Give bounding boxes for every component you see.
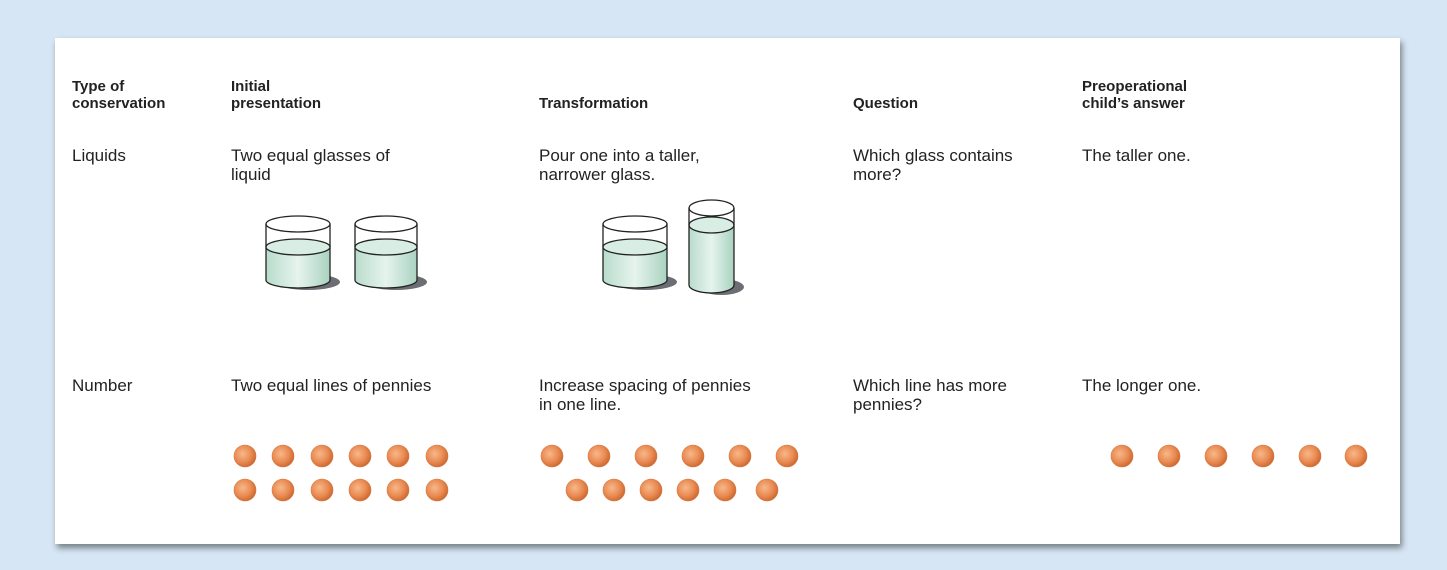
cell-text: more? — [853, 165, 902, 184]
cell-text: Type of — [72, 78, 125, 95]
glass-rim — [265, 215, 331, 233]
cell-text: Two equal lines of pennies — [231, 376, 432, 395]
table-cell: Which glass contains more? — [853, 146, 1013, 184]
penny — [639, 478, 663, 502]
penny — [634, 444, 658, 468]
penny — [1204, 444, 1228, 468]
liquid — [354, 246, 418, 289]
penny — [425, 444, 449, 468]
penny — [310, 478, 334, 502]
penny — [676, 478, 700, 502]
penny — [1251, 444, 1275, 468]
cell-text: Preoperational — [1082, 78, 1188, 95]
glass-rim — [688, 199, 735, 217]
cell-text: presentation — [231, 95, 322, 112]
penny — [775, 444, 799, 468]
penny — [348, 478, 372, 502]
cell-text: Question — [853, 95, 919, 112]
cell-text: Pour one into a taller, — [539, 146, 700, 165]
liquid-surface — [265, 238, 331, 256]
penny — [233, 478, 257, 502]
penny — [602, 478, 626, 502]
liquid-surface — [602, 238, 668, 256]
penny — [233, 444, 257, 468]
cell-text: conservation — [72, 95, 166, 112]
cell-text: Initial — [231, 78, 271, 95]
penny — [425, 478, 449, 502]
cell-text: Transformation — [539, 95, 649, 112]
table-cell: Liquids — [72, 146, 126, 165]
glass-wall — [602, 224, 668, 247]
cell-text: Liquids — [72, 146, 126, 165]
penny — [713, 478, 737, 502]
cell-text: Increase spacing of pennies — [539, 376, 751, 395]
table-cell: Two equal glasses of liquid — [231, 146, 390, 184]
penny — [310, 444, 334, 468]
penny — [1110, 444, 1134, 468]
table-cell: The longer one. — [1082, 376, 1201, 395]
penny — [755, 478, 779, 502]
cell-text: Which glass contains — [853, 146, 1013, 165]
cell-text: in one line. — [539, 395, 622, 414]
cell-text: pennies? — [853, 395, 923, 414]
glass-wall — [688, 208, 735, 225]
table-cell: The taller one. — [1082, 146, 1191, 165]
penny — [728, 444, 752, 468]
penny — [386, 478, 410, 502]
cell-text: Number — [72, 376, 133, 395]
penny — [540, 444, 564, 468]
table-cell: Type of conservation — [72, 78, 165, 112]
penny — [681, 444, 705, 468]
table-cell: Number — [72, 376, 132, 395]
liquid — [602, 246, 668, 289]
table-cell: Pour one into a taller, narrower glass. — [539, 146, 700, 184]
cell-text: narrower glass. — [539, 165, 656, 184]
table-cell: Question — [853, 95, 918, 112]
penny — [565, 478, 589, 502]
cell-text: child’s answer — [1082, 95, 1185, 112]
penny — [271, 478, 295, 502]
cell-text: Two equal glasses of — [231, 146, 390, 165]
glass-wall — [354, 224, 418, 247]
table-cell: Increase spacing of pennies in one line. — [539, 376, 751, 414]
liquid-surface — [354, 238, 418, 256]
cell-text: The longer one. — [1082, 376, 1202, 395]
table-cell: Which line has more pennies? — [853, 376, 1007, 414]
penny — [1298, 444, 1322, 468]
penny — [1157, 444, 1181, 468]
liquid — [265, 246, 331, 289]
table-cell: Two equal lines of pennies — [231, 376, 431, 395]
penny — [587, 444, 611, 468]
liquid-surface — [688, 216, 735, 234]
cell-text: The taller one. — [1082, 146, 1191, 165]
cell-text: liquid — [231, 165, 271, 184]
table-cell: Preoperational child’s answer — [1082, 78, 1187, 112]
table-cell: Transformation — [539, 95, 648, 112]
glass-rim — [602, 215, 668, 233]
cell-text: Which line has more — [853, 376, 1008, 395]
glass-wall — [265, 224, 331, 247]
penny — [1344, 444, 1368, 468]
penny — [348, 444, 372, 468]
penny — [271, 444, 295, 468]
penny — [386, 444, 410, 468]
glass-rim — [354, 215, 418, 233]
liquid — [688, 224, 735, 294]
table-cell: Initial presentation — [231, 78, 321, 112]
